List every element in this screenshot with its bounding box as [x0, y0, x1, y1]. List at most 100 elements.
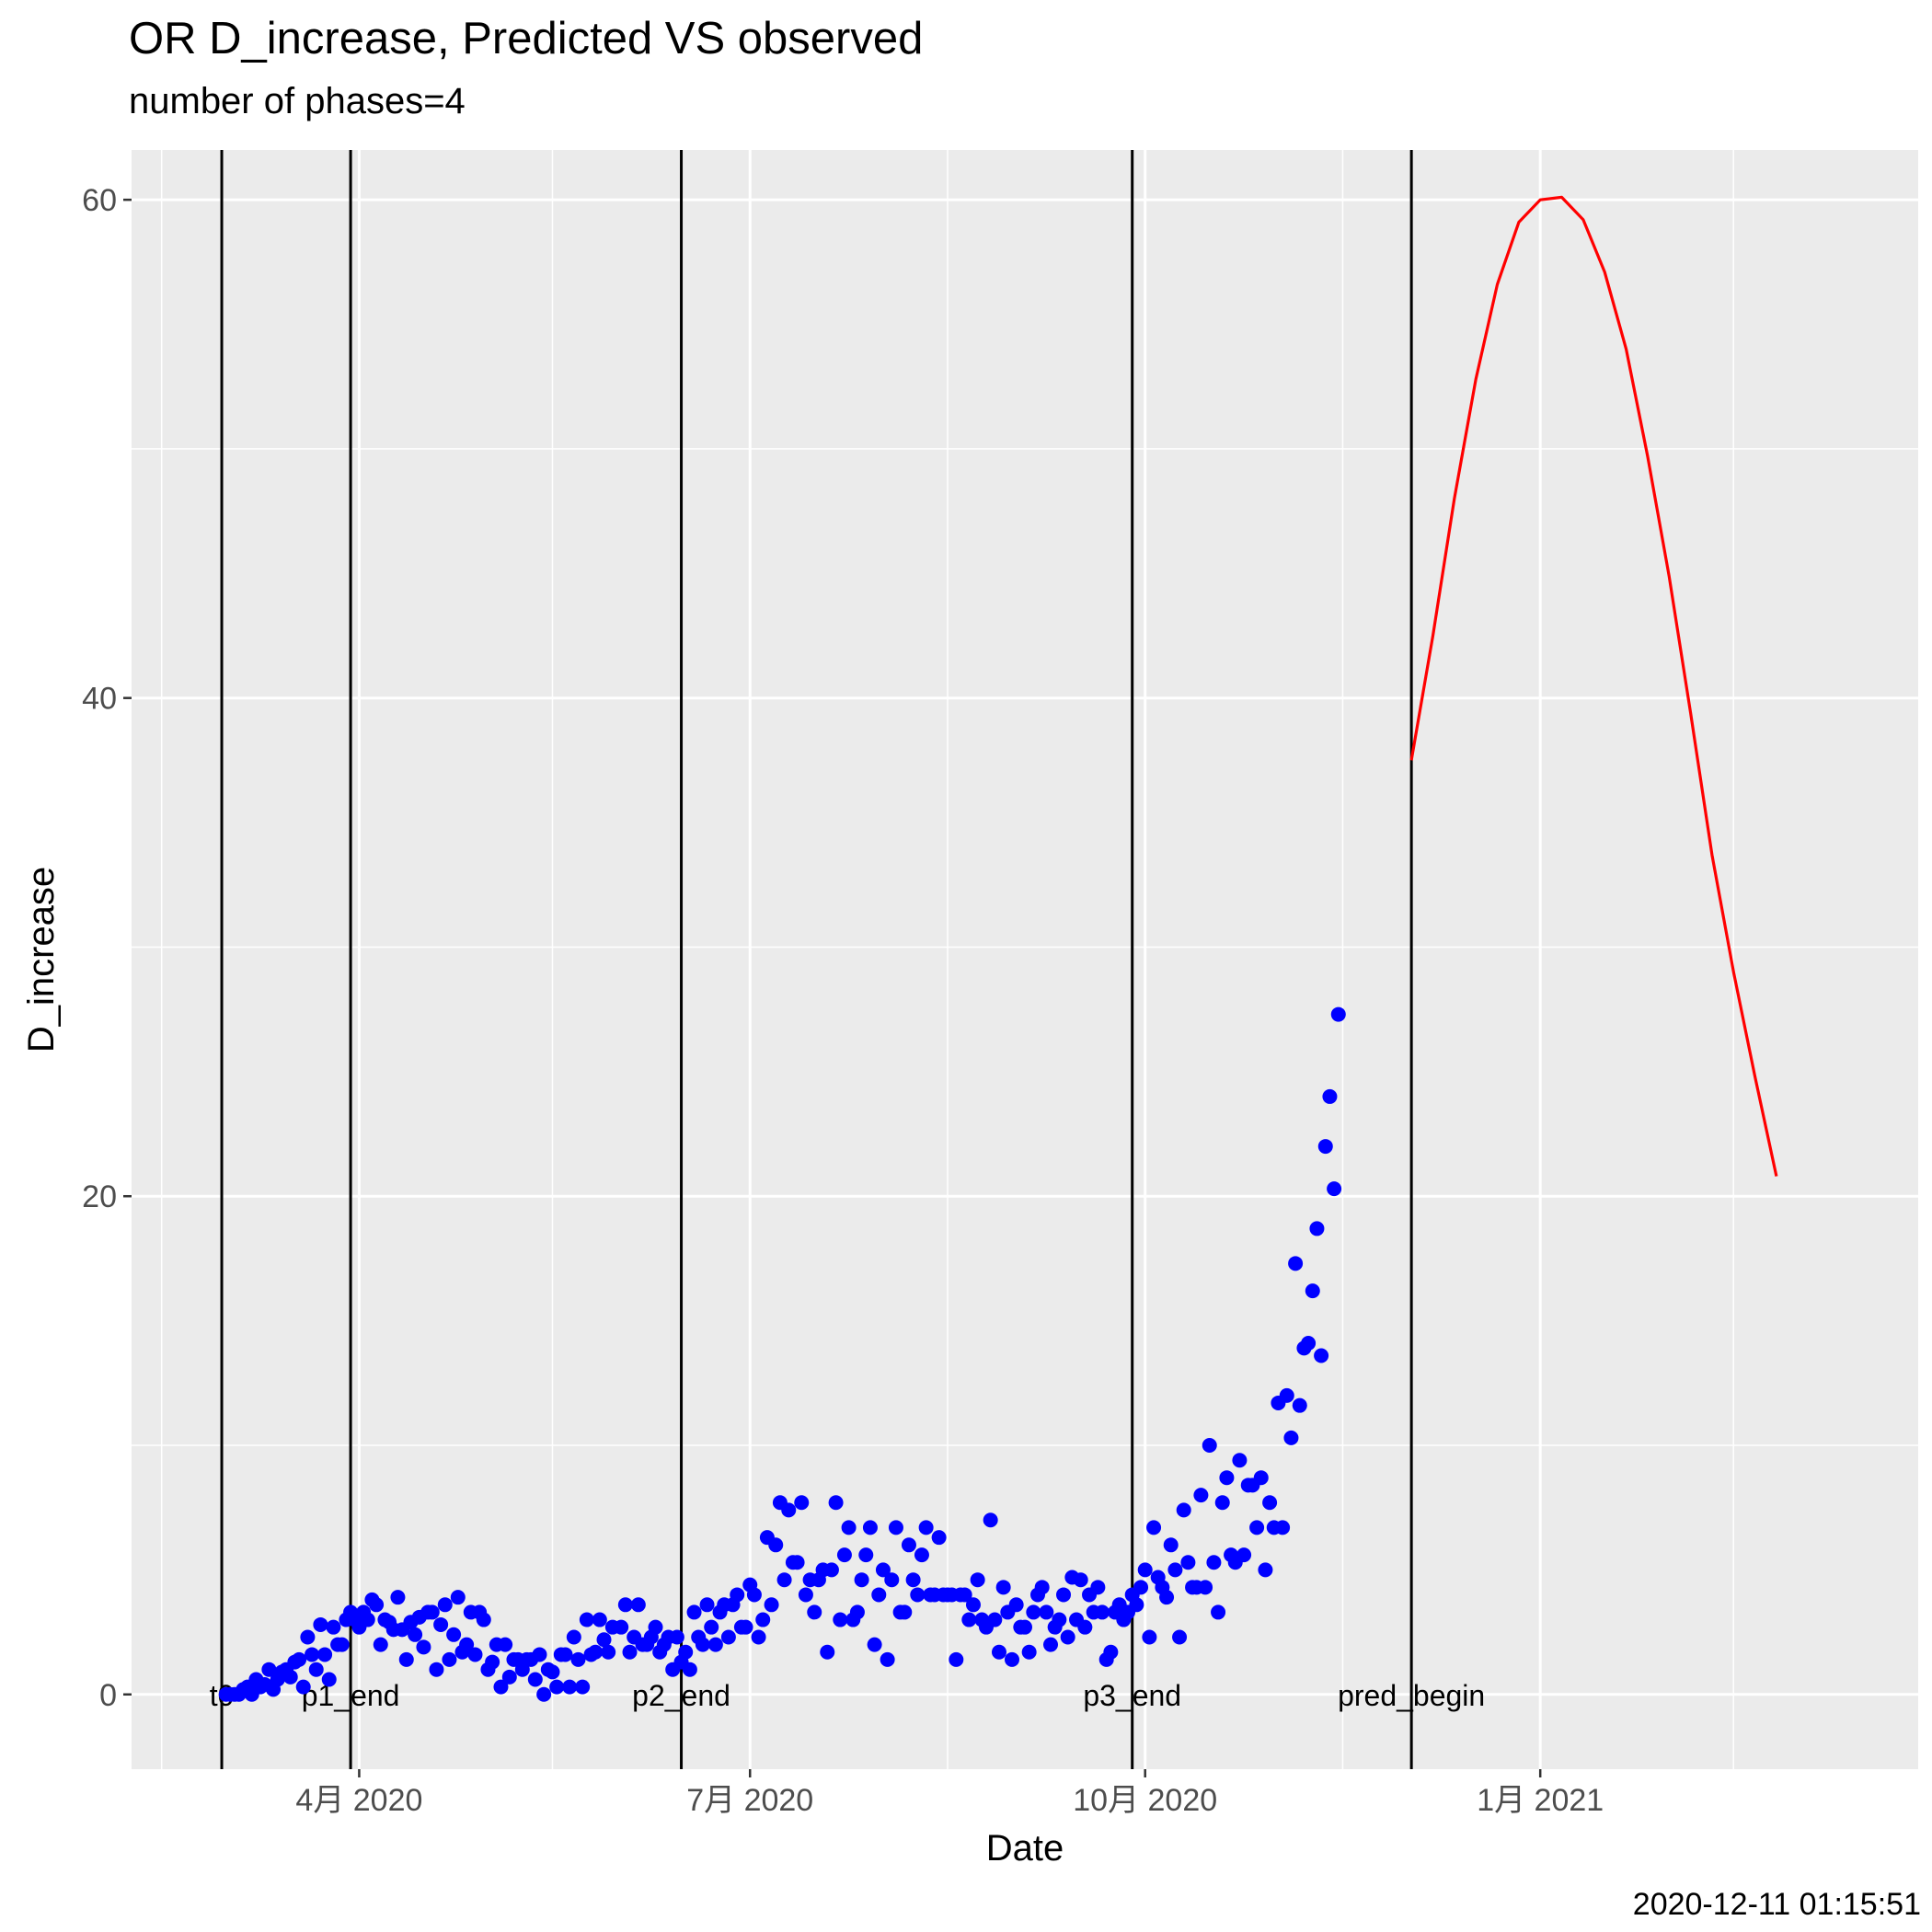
observed-point: [1253, 1470, 1269, 1486]
phase-label: p2_end: [632, 1679, 730, 1712]
x-tick-label: 10月 2020: [1073, 1783, 1217, 1818]
observed-point: [369, 1597, 385, 1613]
observed-point: [1172, 1629, 1188, 1645]
observed-point: [282, 1669, 298, 1685]
observed-point: [1236, 1547, 1252, 1563]
observed-point: [1249, 1520, 1265, 1535]
observed-point: [596, 1632, 612, 1648]
observed-point: [957, 1587, 972, 1603]
observed-point: [884, 1572, 900, 1588]
observed-point: [562, 1679, 578, 1695]
observed-point: [416, 1639, 431, 1655]
observed-point: [807, 1604, 822, 1620]
observed-point: [459, 1637, 475, 1652]
observed-point: [880, 1651, 895, 1667]
observed-point: [849, 1604, 865, 1620]
observed-point: [686, 1604, 702, 1620]
observed-point: [678, 1644, 694, 1660]
observed-point: [1034, 1580, 1050, 1595]
observed-point: [485, 1654, 500, 1670]
observed-point: [699, 1597, 715, 1613]
observed-point: [1317, 1139, 1333, 1155]
observed-point: [1026, 1604, 1041, 1620]
observed-point: [579, 1612, 594, 1627]
observed-point: [833, 1612, 848, 1627]
observed-point: [961, 1612, 977, 1627]
observed-point: [532, 1647, 547, 1662]
observed-point: [1163, 1537, 1179, 1553]
y-tick-label: 40: [82, 682, 117, 717]
observed-point: [588, 1644, 604, 1660]
observed-point: [1275, 1520, 1291, 1535]
observed-point: [738, 1619, 753, 1635]
observed-point: [398, 1651, 414, 1667]
observed-point: [360, 1612, 375, 1627]
predicted-series: [1409, 195, 1778, 1177]
observed-point: [854, 1572, 869, 1588]
observed-point: [1258, 1562, 1273, 1578]
plot-panel: [132, 150, 1918, 1769]
observed-point: [1214, 1495, 1230, 1511]
y-tick-label: 60: [82, 183, 117, 218]
observed-point: [983, 1512, 998, 1528]
observed-point: [648, 1619, 663, 1635]
observed-point: [776, 1572, 792, 1588]
observed-point: [1262, 1495, 1278, 1511]
observed-point: [1330, 1006, 1346, 1022]
observed-point: [1301, 1335, 1317, 1351]
observed-point: [442, 1651, 457, 1667]
observed-point: [888, 1520, 903, 1535]
observed-point: [334, 1637, 350, 1652]
observed-point: [931, 1530, 947, 1546]
observed-point: [1283, 1430, 1299, 1445]
observed-point: [704, 1619, 719, 1635]
observed-point: [1309, 1221, 1325, 1236]
observed-point: [949, 1651, 964, 1667]
observed-point: [1103, 1644, 1119, 1660]
observed-point: [1322, 1088, 1338, 1104]
observed-point: [313, 1616, 328, 1632]
phase-label: pred_begin: [1338, 1679, 1485, 1712]
observed-point: [764, 1597, 779, 1613]
observed-point: [995, 1580, 1011, 1595]
observed-point: [1018, 1619, 1032, 1635]
x-axis: 4月 2020 7月 2020 10月 2020 1月 2021: [295, 1769, 1604, 1818]
observed-point: [1043, 1637, 1059, 1652]
observed-point: [437, 1597, 453, 1613]
observed-point: [433, 1616, 449, 1632]
observed-point: [858, 1547, 874, 1563]
observed-point: [1133, 1580, 1149, 1595]
x-tick-label: 4月 2020: [295, 1783, 422, 1818]
observed-point: [429, 1662, 444, 1677]
observed-point: [390, 1590, 406, 1605]
observed-point: [308, 1662, 324, 1677]
observed-point: [326, 1619, 341, 1635]
y-axis-title: D_increase: [21, 867, 62, 1052]
observed-point: [1073, 1572, 1088, 1588]
observed-point: [914, 1547, 929, 1563]
observed-point: [1180, 1555, 1196, 1570]
observed-point: [300, 1629, 316, 1645]
observed-point: [1167, 1562, 1183, 1578]
observed-point: [295, 1679, 311, 1695]
observed-point: [493, 1679, 509, 1695]
observed-point: [476, 1612, 491, 1627]
observed-series: [218, 1006, 1346, 1702]
observed-point: [1008, 1597, 1024, 1613]
observed-point: [501, 1669, 517, 1685]
observed-point: [1314, 1348, 1329, 1363]
observed-point: [871, 1587, 887, 1603]
observed-point: [1176, 1502, 1191, 1518]
observed-point: [305, 1647, 320, 1662]
observed-point: [965, 1597, 981, 1613]
observed-point: [1146, 1520, 1162, 1535]
observed-point: [1288, 1256, 1304, 1271]
observed-point: [261, 1662, 277, 1677]
observed-point: [1095, 1604, 1110, 1620]
observed-point: [1279, 1387, 1294, 1403]
observed-point: [1137, 1562, 1153, 1578]
observed-point: [450, 1590, 466, 1605]
y-axis: 0 20 40 60: [82, 183, 132, 1713]
observed-point: [292, 1651, 307, 1667]
